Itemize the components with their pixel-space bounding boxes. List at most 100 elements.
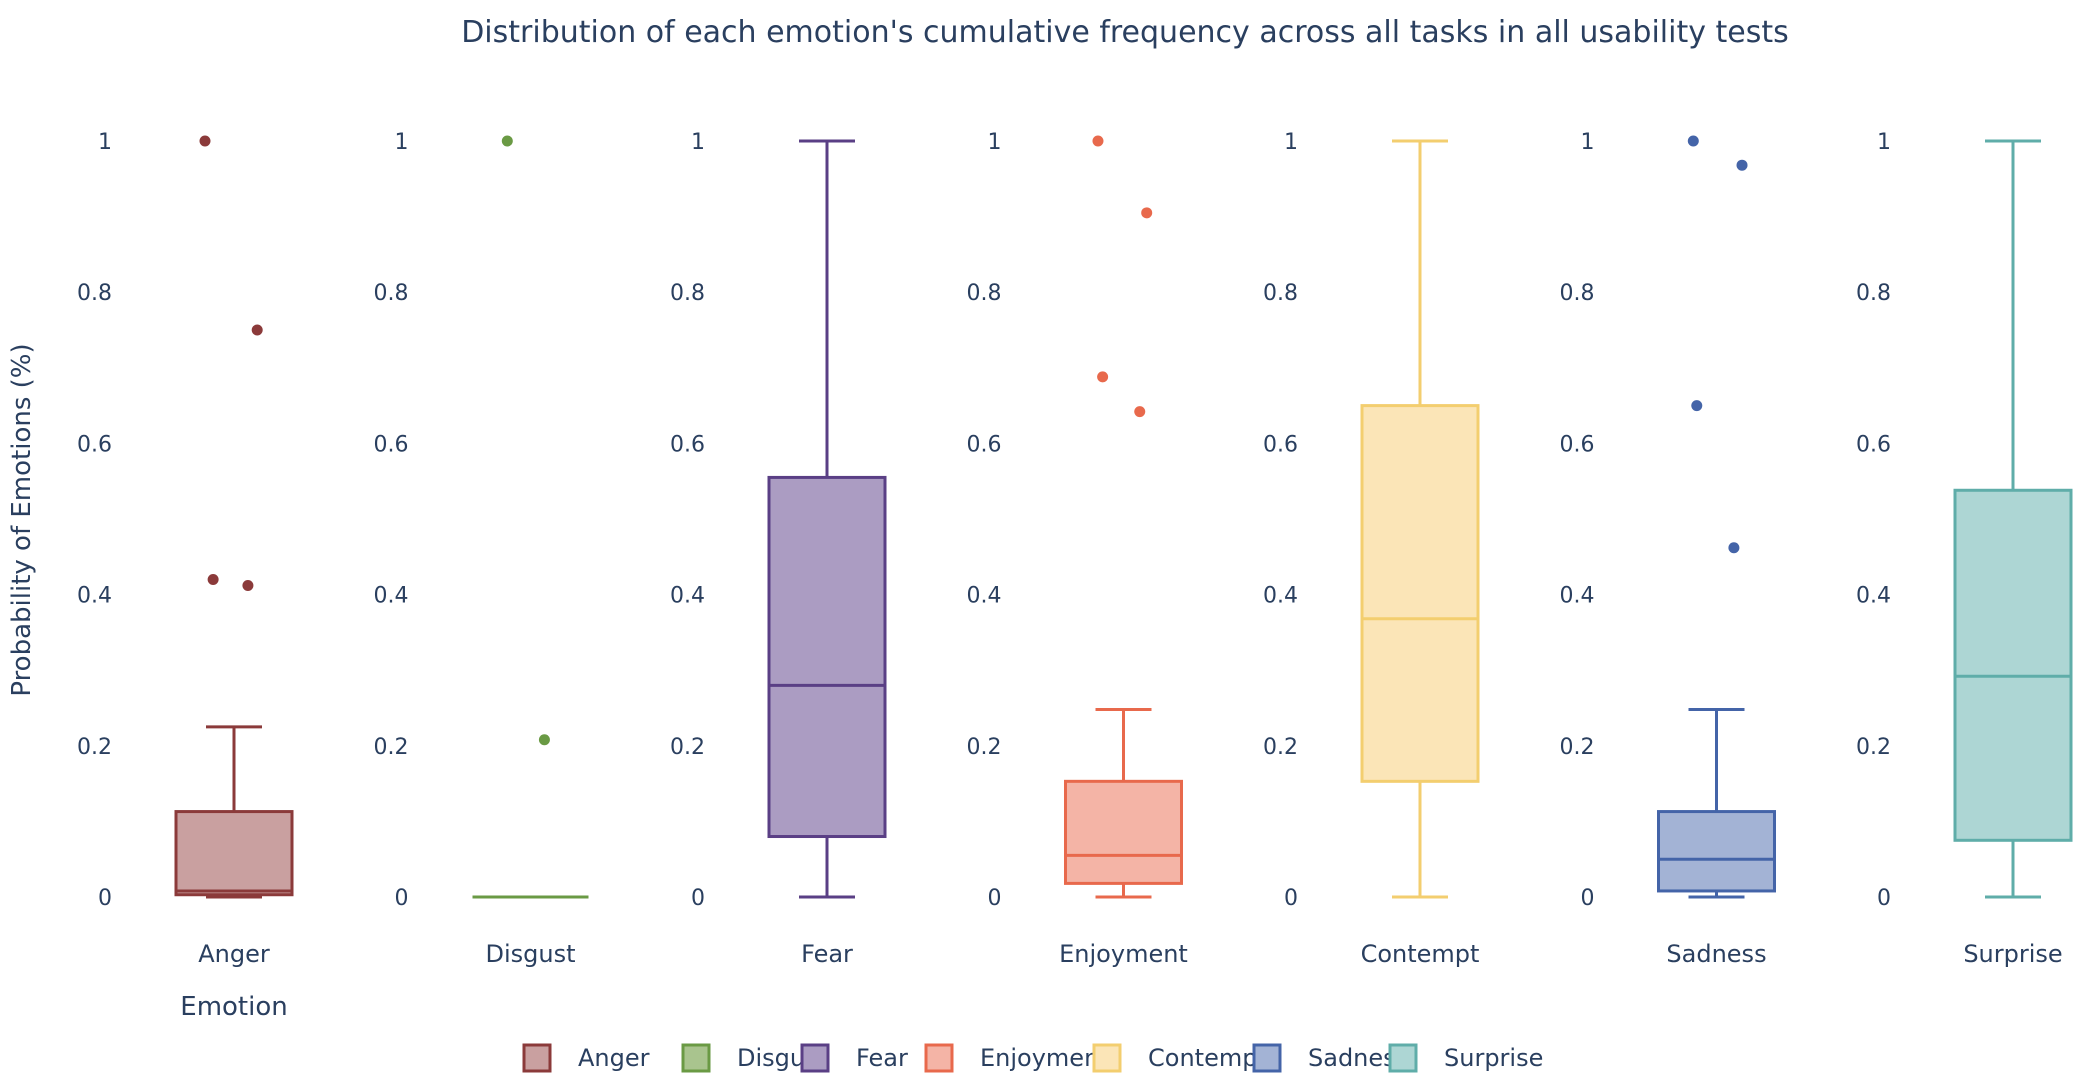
- y-tick-label: 0: [1284, 886, 1298, 911]
- y-tick-label: 1: [1877, 130, 1891, 155]
- y-tick-label: 0.2: [1560, 735, 1595, 760]
- outlier-point[interactable]: [1687, 135, 1699, 147]
- y-tick-label: 0: [1877, 886, 1891, 911]
- y-tick-label: 0.4: [1263, 584, 1298, 609]
- outlier-point[interactable]: [501, 135, 513, 147]
- legend-swatch: [522, 1043, 552, 1073]
- y-tick-label: 0.8: [967, 281, 1002, 306]
- panels: 0 0.2 0.4 0.6 0.8 1 Anger 0 0.2 0.4 0.6 0.8 1 Disgust…: [77, 130, 2073, 968]
- y-tick-label: 0.8: [1560, 281, 1595, 306]
- panel-sadness: 0 0.2 0.4 0.6 0.8 1 Sadness: [1560, 130, 1776, 968]
- outlier-point[interactable]: [1691, 400, 1703, 412]
- y-tick-label: 0.6: [1856, 432, 1891, 457]
- y-tick-label: 1: [691, 130, 705, 155]
- y-tick-label: 1: [395, 130, 409, 155]
- box-enjoyment[interactable]: [1064, 779, 1183, 885]
- panel-anger: 0 0.2 0.4 0.6 0.8 1 Anger: [77, 130, 294, 968]
- y-tick-label: 0.2: [374, 735, 409, 760]
- outlier-point[interactable]: [207, 573, 219, 585]
- y-tick-label: 0: [98, 886, 112, 911]
- y-tick-label: 1: [98, 130, 112, 155]
- y-tick-label: 0.8: [1263, 281, 1298, 306]
- x-tick-label-surprise: Surprise: [1963, 940, 2062, 968]
- legend-item-sadness[interactable]: Sadness: [1252, 1043, 1408, 1073]
- panel-fear: 0 0.2 0.4 0.6 0.8 1 Fear: [670, 130, 887, 968]
- legend-item-contempt[interactable]: Contempt: [1092, 1043, 1267, 1073]
- y-tick-label: 0.4: [967, 584, 1002, 609]
- y-tick-label: 0.6: [670, 432, 705, 457]
- x-tick-label-enjoyment: Enjoyment: [1059, 940, 1188, 968]
- y-tick-label: 0: [988, 886, 1002, 911]
- box-fear[interactable]: [767, 475, 887, 839]
- outlier-point[interactable]: [242, 580, 254, 592]
- x-tick-label-sadness: Sadness: [1666, 940, 1766, 968]
- y-tick-label: 0.4: [77, 584, 112, 609]
- y-tick-label: 0.6: [1560, 432, 1595, 457]
- y-tick-label: 0.6: [967, 432, 1002, 457]
- outlier-point[interactable]: [1097, 371, 1109, 383]
- y-tick-label: 0.2: [967, 735, 1002, 760]
- legend-swatch: [1388, 1043, 1418, 1073]
- y-tick-label: 0.8: [670, 281, 705, 306]
- y-tick-label: 0.4: [1560, 584, 1595, 609]
- outlier-point[interactable]: [1141, 207, 1153, 219]
- y-tick-label: 0.8: [374, 281, 409, 306]
- legend-item-anger[interactable]: Anger: [522, 1043, 650, 1073]
- y-tick-label: 1: [988, 130, 1002, 155]
- legend[interactable]: Anger Disgust Fear Enjoyment Contempt Sadness…: [522, 1043, 1543, 1073]
- y-tick-label: 0: [395, 886, 409, 911]
- y-tick-label: 0.2: [670, 735, 705, 760]
- legend-item-enjoyment[interactable]: Enjoyment: [924, 1043, 1109, 1073]
- y-tick-label: 0.8: [77, 281, 112, 306]
- x-axis-title: Emotion: [180, 992, 287, 1022]
- y-tick-label: 0.4: [374, 584, 409, 609]
- box-anger[interactable]: [174, 810, 294, 897]
- y-tick-label: 0.2: [1263, 735, 1298, 760]
- panel-contempt: 0 0.2 0.4 0.6 0.8 1 Contempt: [1263, 130, 1480, 968]
- outlier-point[interactable]: [1092, 135, 1104, 147]
- legend-label: Anger: [578, 1044, 650, 1072]
- legend-item-surprise[interactable]: Surprise: [1388, 1043, 1543, 1073]
- y-tick-label: 1: [1581, 130, 1595, 155]
- legend-label: Enjoyment: [980, 1044, 1109, 1072]
- panel-disgust: 0 0.2 0.4 0.6 0.8 1 Disgust: [374, 130, 589, 968]
- legend-label: Surprise: [1444, 1044, 1543, 1072]
- y-tick-label: 0.2: [77, 735, 112, 760]
- outlier-point[interactable]: [1736, 159, 1748, 171]
- panel-enjoyment: 0 0.2 0.4 0.6 0.8 1 Enjoyment: [967, 130, 1188, 968]
- legend-swatch: [1092, 1043, 1122, 1073]
- y-tick-label: 0.4: [1856, 584, 1891, 609]
- y-tick-label: 0: [691, 886, 705, 911]
- legend-swatch: [681, 1043, 711, 1073]
- x-tick-label-anger: Anger: [198, 940, 270, 968]
- outlier-point[interactable]: [1134, 406, 1146, 418]
- y-tick-label: 1: [1284, 130, 1298, 155]
- panel-surprise: 0 0.2 0.4 0.6 0.8 1 Surprise: [1856, 130, 2073, 968]
- box-contempt[interactable]: [1360, 404, 1480, 783]
- outlier-point[interactable]: [199, 135, 211, 147]
- y-tick-label: 0.8: [1856, 281, 1891, 306]
- legend-swatch: [924, 1043, 954, 1073]
- y-tick-label: 0.4: [670, 584, 705, 609]
- legend-swatch: [1252, 1043, 1282, 1073]
- x-tick-label-disgust: Disgust: [485, 940, 575, 968]
- x-tick-label-fear: Fear: [801, 940, 853, 968]
- y-tick-label: 0.6: [1263, 432, 1298, 457]
- y-tick-label: 0.6: [374, 432, 409, 457]
- box-sadness[interactable]: [1657, 810, 1776, 893]
- legend-label: Fear: [856, 1044, 908, 1072]
- x-tick-label-contempt: Contempt: [1361, 940, 1480, 968]
- legend-swatch: [800, 1043, 830, 1073]
- legend-item-fear[interactable]: Fear: [800, 1043, 908, 1073]
- outlier-point[interactable]: [538, 734, 550, 746]
- legend-label: Contempt: [1148, 1044, 1267, 1072]
- chart-title: Distribution of each emotion's cumulativ…: [461, 15, 1789, 50]
- outlier-point[interactable]: [251, 324, 263, 336]
- y-tick-label: 0: [1581, 886, 1595, 911]
- y-axis-title: Probability of Emotions (%): [7, 343, 37, 696]
- y-tick-label: 0.6: [77, 432, 112, 457]
- box-surprise[interactable]: [1953, 488, 2073, 842]
- outlier-point[interactable]: [1728, 542, 1740, 554]
